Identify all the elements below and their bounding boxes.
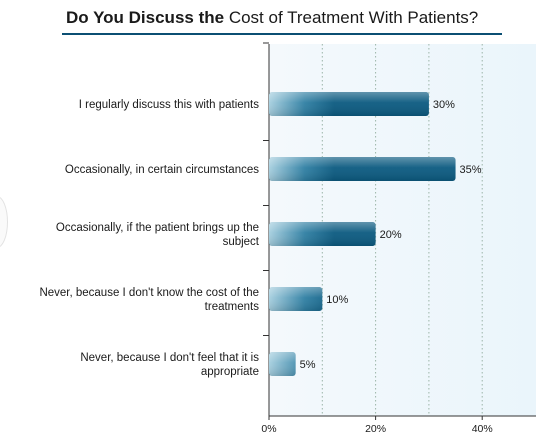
category-label: Never, because I don't feel that it is (80, 352, 259, 364)
chart-title-regular: Cost of Treatment With Patients? (228, 8, 479, 27)
category-label: Occasionally, in certain circumstances (65, 164, 259, 176)
title-underline (62, 33, 502, 35)
category-label: I regularly discuss this with patients (79, 99, 259, 111)
x-tick-label: 0% (261, 423, 276, 435)
value-label: 5% (300, 359, 316, 371)
bar-shine (269, 287, 323, 311)
x-tick-label: 40% (472, 423, 493, 435)
bar-shine (269, 222, 376, 246)
value-label: 20% (380, 229, 402, 241)
bar-shine (269, 92, 429, 116)
x-tick-label: 20% (365, 423, 386, 435)
value-label: 35% (460, 164, 482, 176)
category-label: Never, because I don't know the cost of … (39, 287, 259, 299)
bar-shine (269, 157, 456, 181)
value-label: 10% (326, 294, 348, 306)
category-label: Occasionally, if the patient brings up t… (56, 222, 259, 234)
category-label: treatments (205, 301, 260, 313)
chart-title-bold: Do You Discuss the (66, 8, 225, 27)
bar-shine (269, 352, 296, 376)
category-label: subject (223, 236, 260, 248)
value-label: 30% (433, 99, 455, 111)
chart-title: Do You Discuss the Cost of Treatment Wit… (66, 6, 478, 30)
category-label: appropriate (201, 366, 259, 378)
